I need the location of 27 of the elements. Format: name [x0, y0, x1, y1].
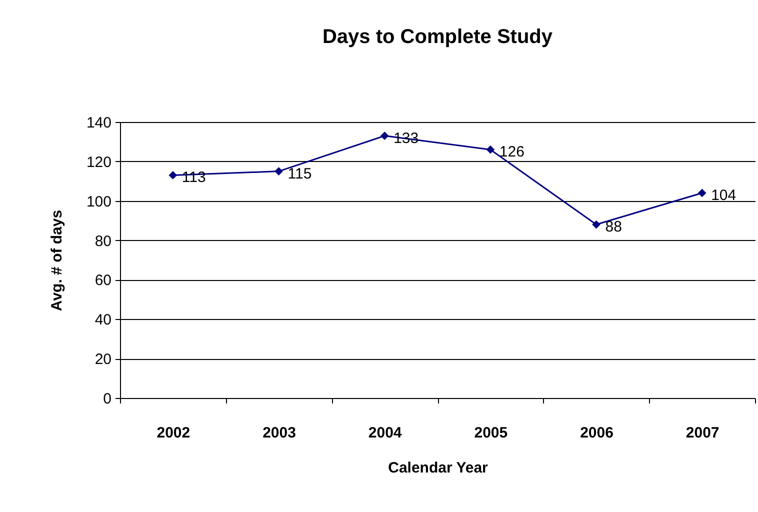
y-tick-label: 0 [103, 390, 112, 408]
x-tick-label: 2007 [686, 424, 720, 442]
y-tick-label: 60 [94, 272, 112, 290]
data-label: 104 [711, 186, 736, 204]
x-tick-label: 2005 [474, 424, 508, 442]
data-label: 126 [499, 144, 524, 161]
y-tick-label: 120 [86, 154, 112, 171]
point [274, 167, 283, 176]
y-tick-label: 40 [94, 312, 112, 329]
y-tick-label: 140 [86, 114, 112, 132]
point [698, 188, 706, 198]
y-tick-label: 80 [94, 232, 112, 250]
chart-title: Days to Complete Study [322, 26, 554, 48]
x-tick-label: 2002 [156, 424, 190, 442]
x-tick-label: 2003 [262, 424, 296, 442]
y-tick-label: 100 [86, 193, 112, 210]
y-tick-label: 20 [94, 351, 112, 368]
data-label: 88 [605, 218, 622, 236]
point [380, 132, 389, 140]
point [486, 145, 495, 154]
point [168, 171, 178, 180]
x-tick-label: 2004 [368, 424, 402, 442]
point [592, 220, 600, 229]
x-axis-title: Calendar Year [388, 460, 488, 476]
data-label: 115 [288, 165, 312, 182]
x-tick-label: 2006 [580, 424, 614, 442]
y-axis-title: Avg. # of days [48, 210, 66, 312]
